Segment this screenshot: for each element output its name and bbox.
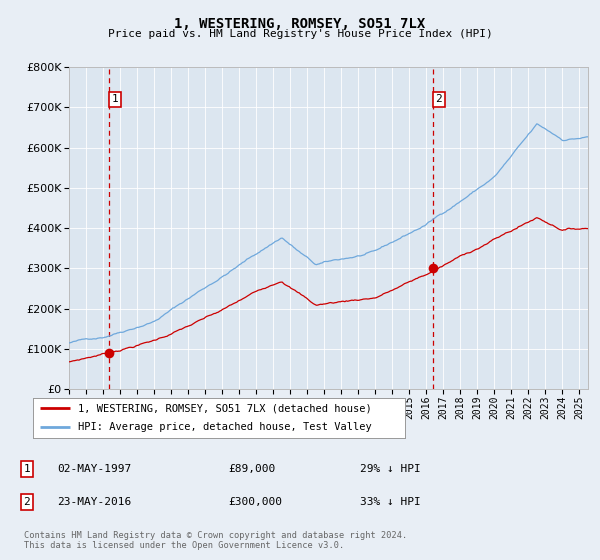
Text: 1: 1 [23, 464, 31, 474]
Text: Contains HM Land Registry data © Crown copyright and database right 2024.
This d: Contains HM Land Registry data © Crown c… [24, 531, 407, 550]
Text: Price paid vs. HM Land Registry's House Price Index (HPI): Price paid vs. HM Land Registry's House … [107, 29, 493, 39]
Text: 2: 2 [436, 95, 442, 104]
Text: 02-MAY-1997: 02-MAY-1997 [57, 464, 131, 474]
Text: 23-MAY-2016: 23-MAY-2016 [57, 497, 131, 507]
Text: 33% ↓ HPI: 33% ↓ HPI [360, 497, 421, 507]
Text: 29% ↓ HPI: 29% ↓ HPI [360, 464, 421, 474]
Text: 2: 2 [23, 497, 31, 507]
Text: HPI: Average price, detached house, Test Valley: HPI: Average price, detached house, Test… [77, 422, 371, 432]
Text: 1, WESTERING, ROMSEY, SO51 7LX (detached house): 1, WESTERING, ROMSEY, SO51 7LX (detached… [77, 404, 371, 413]
Text: £300,000: £300,000 [228, 497, 282, 507]
Text: £89,000: £89,000 [228, 464, 275, 474]
Text: 1, WESTERING, ROMSEY, SO51 7LX: 1, WESTERING, ROMSEY, SO51 7LX [175, 17, 425, 31]
Text: 1: 1 [112, 95, 118, 104]
